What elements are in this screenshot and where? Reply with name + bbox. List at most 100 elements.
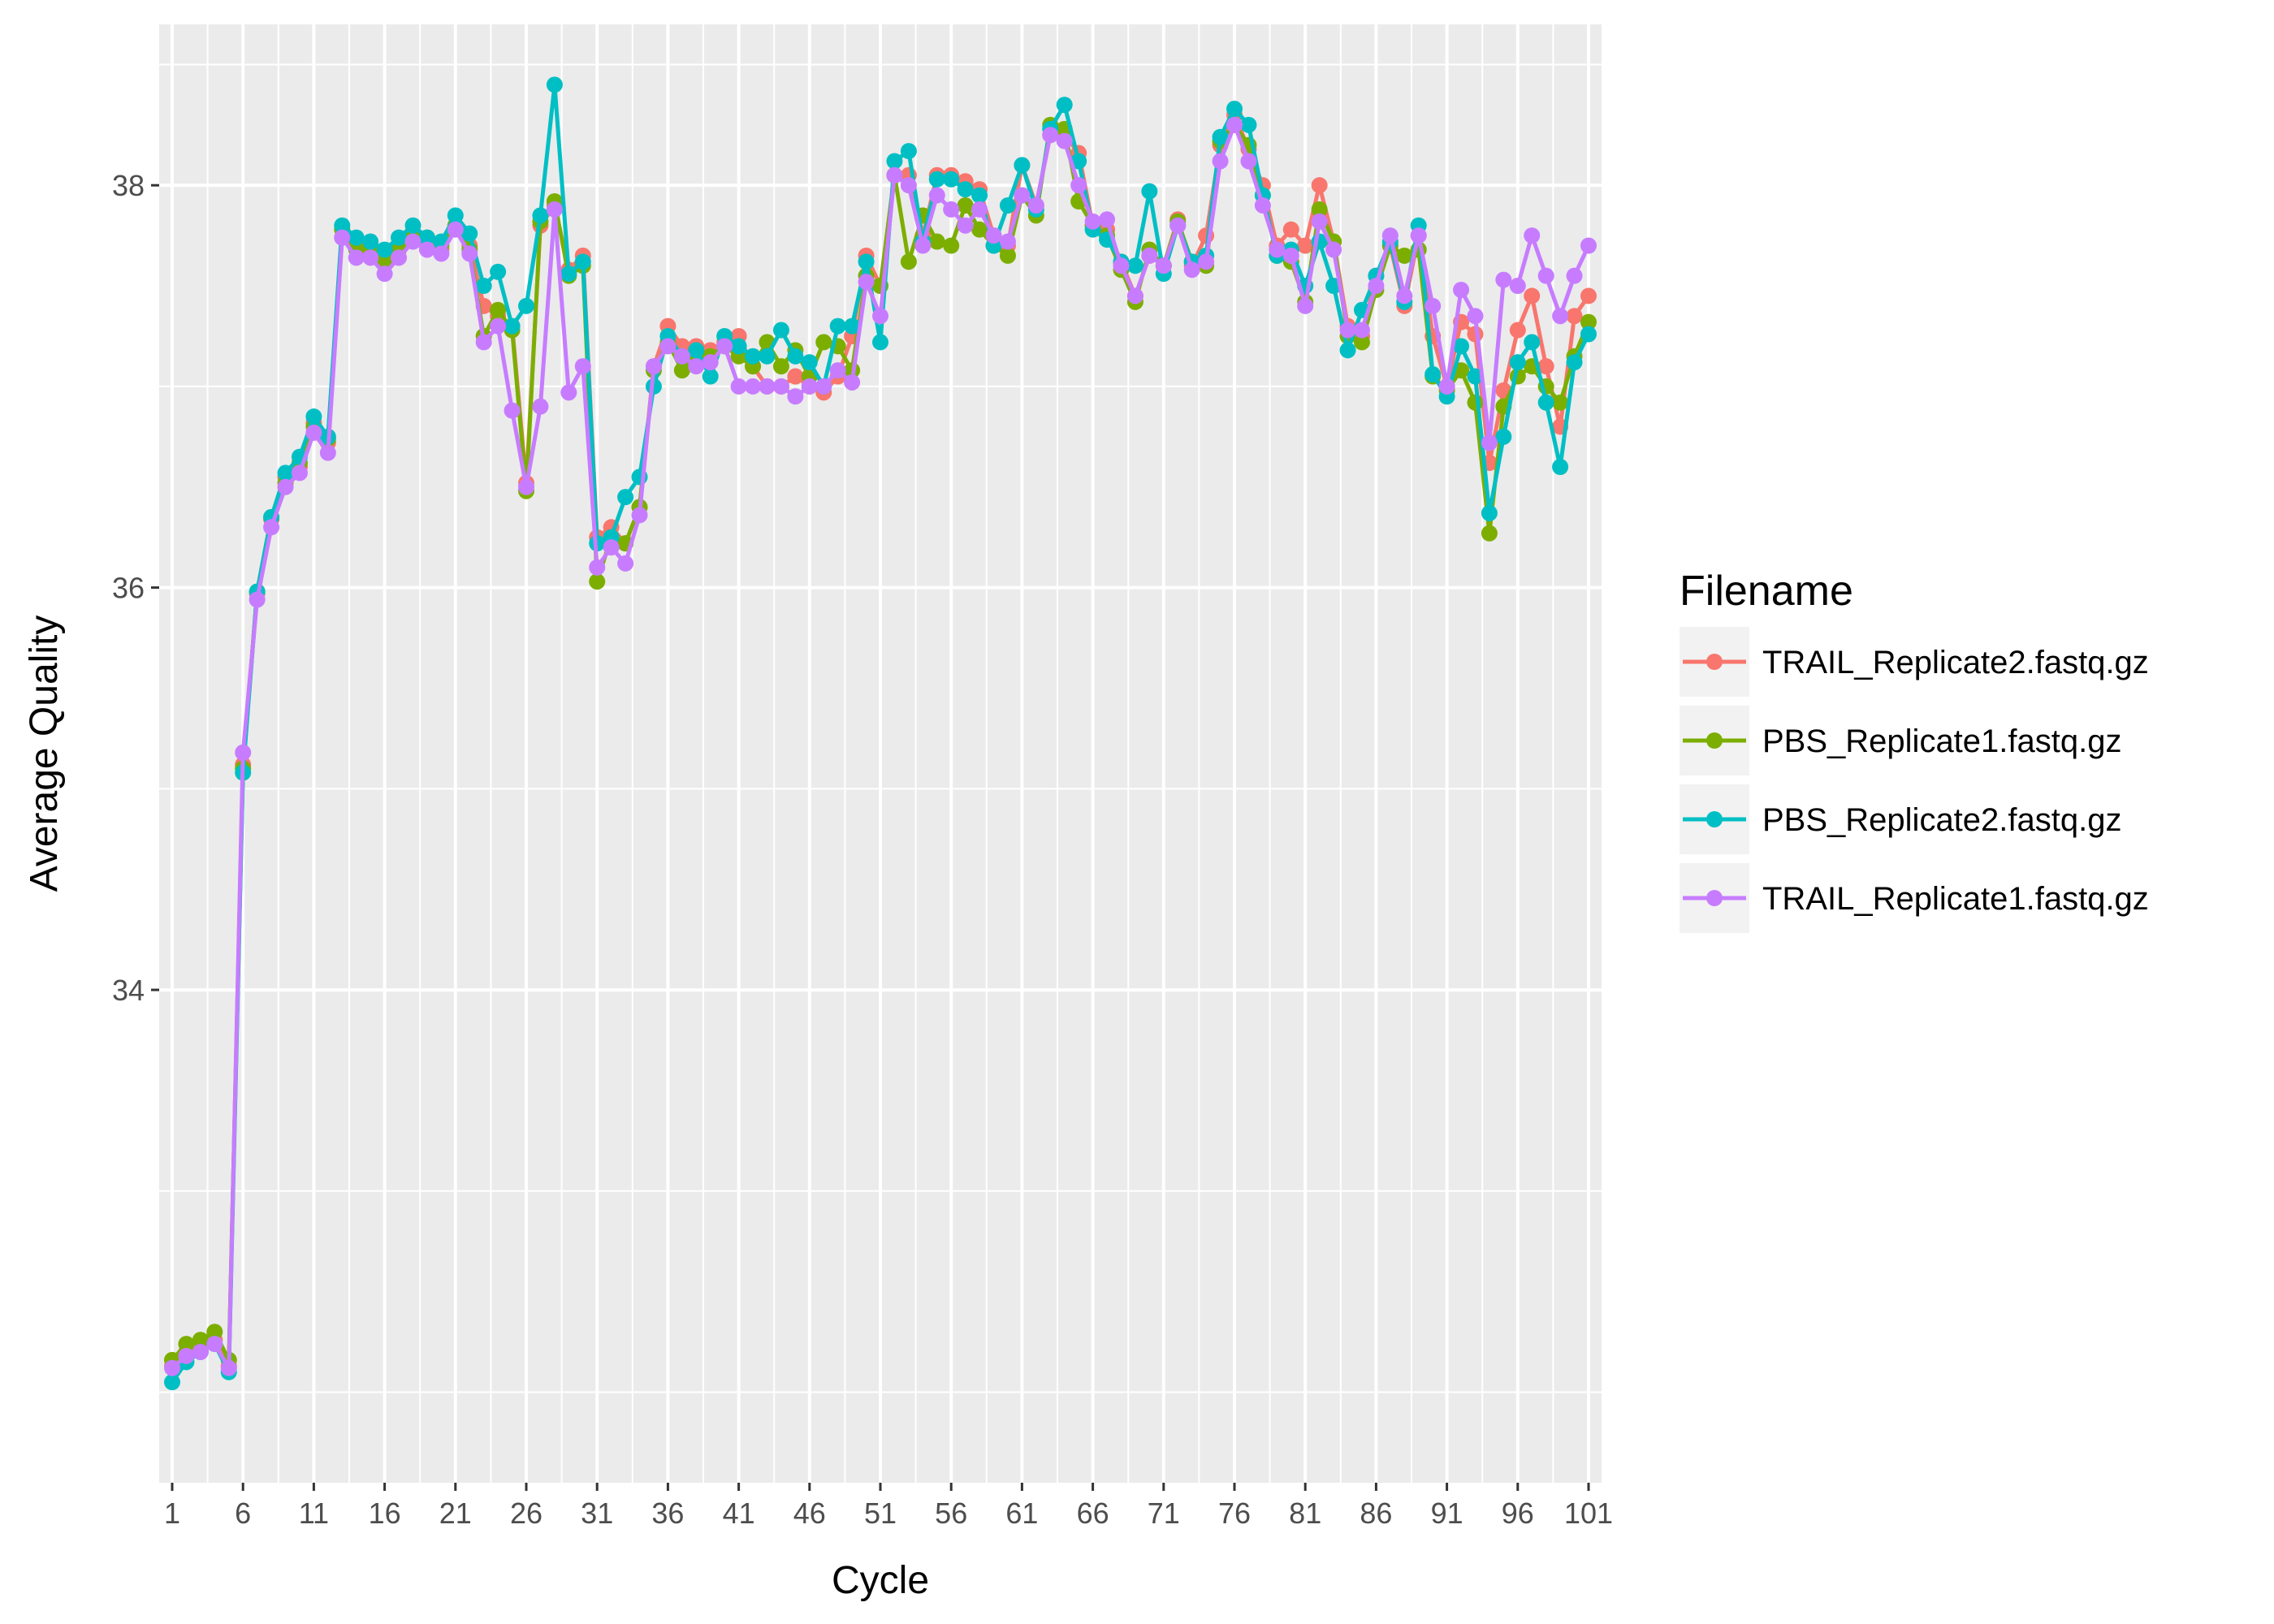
data-point [745,348,762,365]
data-point [1580,237,1597,254]
data-point [220,1359,237,1376]
data-point [971,187,988,204]
data-point [688,342,705,359]
data-point [1198,253,1215,270]
x-tick-label: 96 [1502,1497,1534,1530]
data-point [943,171,960,188]
data-point [1552,458,1569,475]
data-point [1467,308,1484,325]
data-point [1509,322,1526,339]
data-point [1212,153,1229,170]
data-point [900,143,917,160]
legend-item: PBS_Replicate2.fastq.gz [1680,784,2121,854]
data-point [659,338,677,355]
x-tick-label: 56 [935,1497,967,1530]
data-point [1269,241,1286,258]
major-gridlines [159,24,1602,1483]
data-point [235,744,252,761]
data-point [1297,297,1314,314]
data-point [589,573,606,590]
data-point [1155,257,1172,274]
data-point [574,253,591,270]
legend-label: TRAIL_Replicate1.fastq.gz [1762,881,2149,917]
data-point [475,278,492,295]
data-point [192,1343,209,1360]
legend-key-point [1706,654,1723,670]
legend-label: PBS_Replicate2.fastq.gz [1762,802,2121,838]
data-point [1282,247,1299,264]
data-point [1368,278,1385,295]
data-point [787,348,804,365]
x-tick-label: 31 [581,1497,613,1530]
legend-label: TRAIL_Replicate2.fastq.gz [1762,645,2149,680]
data-point [1141,247,1158,264]
data-point [1183,261,1200,279]
data-point [348,229,365,246]
data-point [475,334,492,351]
data-point [291,464,308,482]
data-point [688,358,705,375]
data-point [631,507,648,524]
data-point [1481,434,1498,451]
data-point [872,308,888,325]
y-tick-label: 36 [112,572,145,605]
data-point [730,378,747,395]
data-point [702,368,719,385]
data-point [1070,177,1087,194]
data-point [391,249,408,266]
x-tick-label: 36 [651,1497,684,1530]
x-tick-label: 76 [1218,1497,1251,1530]
data-point [716,338,733,355]
data-point [1325,241,1342,258]
data-point [1339,322,1356,339]
data-point [1084,213,1101,230]
series-3 [164,76,1597,1391]
data-point [546,201,563,218]
data-point [1424,297,1442,314]
data-point [957,181,974,198]
legend-key-point [1706,732,1723,749]
data-point [1353,322,1370,339]
data-point [334,229,351,246]
data-point [886,153,903,170]
data-point [1580,313,1597,330]
y-axis: 34 36 38 [112,169,159,1007]
data-point [447,207,464,224]
data-point [759,378,776,395]
data-point [928,233,945,250]
data-point [1226,116,1243,133]
data-point [673,348,690,365]
data-point [928,187,945,204]
x-tick-label: 86 [1360,1497,1392,1530]
data-point [362,233,379,250]
data-point [787,368,804,385]
data-point [1537,267,1554,284]
data-point [490,263,507,280]
series-4 [164,116,1597,1376]
data-point [858,274,875,291]
data-point [249,591,266,608]
data-point [1099,211,1116,228]
legend-item: TRAIL_Replicate2.fastq.gz [1680,627,2149,697]
data-point [1027,197,1044,214]
data-point [900,177,917,194]
data-point [1396,247,1413,264]
data-point [1297,237,1314,254]
data-point [1580,287,1597,304]
data-point [900,253,917,270]
data-point [391,229,408,246]
data-point [1311,213,1328,230]
x-tick-label: 51 [864,1497,897,1530]
data-point [1537,358,1554,375]
data-point [1552,394,1569,411]
data-point [206,1336,223,1353]
data-point [1524,287,1541,304]
data-point [617,555,634,572]
data-point [943,237,960,254]
data-point [1524,334,1541,351]
data-point [1566,308,1583,325]
data-point [319,444,336,461]
x-tick-label: 81 [1289,1497,1321,1530]
data-point [1580,326,1597,343]
